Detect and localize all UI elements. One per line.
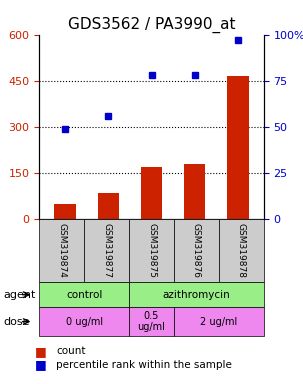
Text: count: count <box>56 346 85 356</box>
Bar <box>98 193 119 219</box>
Text: dose: dose <box>3 316 29 327</box>
Bar <box>141 167 162 219</box>
Text: GSM319875: GSM319875 <box>147 223 156 278</box>
Title: GDS3562 / PA3990_at: GDS3562 / PA3990_at <box>68 17 235 33</box>
Text: GSM319876: GSM319876 <box>192 223 201 278</box>
Text: control: control <box>66 290 102 300</box>
Bar <box>55 204 76 219</box>
Text: agent: agent <box>3 290 35 300</box>
Text: azithromycin: azithromycin <box>162 290 230 300</box>
Bar <box>227 76 248 219</box>
Bar <box>184 164 205 219</box>
Text: percentile rank within the sample: percentile rank within the sample <box>56 360 232 370</box>
Text: 2 ug/ml: 2 ug/ml <box>200 316 237 327</box>
Text: GSM319874: GSM319874 <box>57 223 66 278</box>
Text: 0 ug/ml: 0 ug/ml <box>66 316 103 327</box>
Text: GSM319878: GSM319878 <box>237 223 246 278</box>
Text: ■: ■ <box>35 358 47 371</box>
Text: GSM319877: GSM319877 <box>102 223 111 278</box>
Text: 0.5
ug/ml: 0.5 ug/ml <box>138 311 165 333</box>
Text: ■: ■ <box>35 345 47 358</box>
